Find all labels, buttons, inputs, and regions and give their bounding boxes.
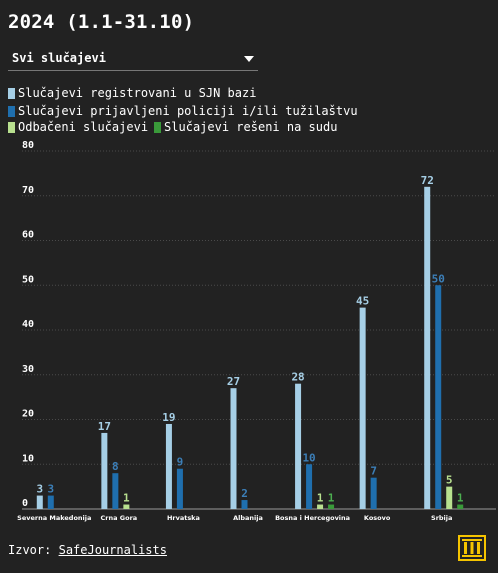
bar	[123, 504, 130, 509]
bar	[370, 477, 377, 509]
bar	[435, 285, 442, 509]
bar-value-label: 1	[123, 492, 130, 505]
y-tick-label: 50	[22, 274, 34, 285]
chart-title: 2024 (1.1-31.10)	[8, 11, 195, 33]
x-tick-label: Srbija	[431, 514, 452, 522]
bar-value-label: 45	[356, 295, 369, 308]
x-tick-label: Kosovo	[364, 514, 391, 522]
chevron-down-icon	[244, 56, 254, 62]
legend-row-2: Slučajevi prijavljeni policiji i/ili tuž…	[8, 104, 364, 118]
bar	[359, 307, 366, 509]
legend-label-reported: Slučajevi prijavljeni policiji i/ili tuž…	[18, 104, 358, 118]
bar	[230, 388, 237, 509]
source-line: Izvor: SafeJournalists	[8, 543, 167, 557]
bar	[36, 495, 43, 509]
legend-swatch-registered	[8, 87, 15, 99]
x-tick-label: Crna Gora	[101, 514, 138, 522]
bar	[446, 486, 453, 509]
bar	[176, 468, 183, 509]
legend-item-dismissed[interactable]: Odbačeni slučajevi	[8, 120, 148, 134]
bar	[424, 186, 431, 510]
legend-item-registered[interactable]: Slučajevi registrovani u SJN bazi	[8, 86, 256, 100]
legend-label-court: Slučajevi rešeni na sudu	[164, 120, 338, 134]
legend-item-court[interactable]: Slučajevi rešeni na sudu	[154, 120, 337, 134]
case-filter-dropdown[interactable]: Svi slučajevi	[8, 48, 258, 71]
bar-value-label: 8	[112, 460, 119, 473]
source-label: Izvor:	[8, 543, 52, 557]
legend-swatch-court	[154, 121, 162, 133]
bar	[328, 504, 335, 509]
bar-value-label: 50	[432, 272, 445, 285]
bar	[165, 423, 172, 509]
bar-value-label: 1	[457, 492, 464, 505]
x-tick-label: Albanija	[233, 514, 263, 522]
y-tick-label: 10	[22, 453, 34, 464]
bar-value-label: 27	[227, 375, 240, 388]
bar-value-label: 17	[98, 420, 111, 433]
legend-row-3: Odbačeni slučajevi Slučajevi rešeni na s…	[8, 120, 343, 134]
y-tick-label: 60	[22, 230, 34, 241]
bar-value-label: 28	[291, 371, 304, 384]
bar	[112, 473, 119, 509]
bar	[101, 432, 108, 509]
bar	[306, 464, 313, 509]
bar-value-label: 3	[36, 483, 43, 496]
bar-value-label: 7	[370, 465, 377, 478]
bar-value-label: 10	[302, 451, 315, 464]
y-tick-label: 0	[22, 498, 28, 509]
x-tick-label: Severna Makedonija	[17, 514, 91, 522]
case-filter-value: Svi slučajevi	[12, 51, 106, 65]
bar-value-label: 9	[177, 456, 184, 469]
bar	[457, 504, 464, 509]
y-tick-label: 70	[22, 185, 34, 196]
legend-swatch-reported	[8, 105, 15, 117]
bar-value-label: 2	[241, 487, 248, 500]
y-tick-label: 30	[22, 364, 34, 375]
legend-item-reported[interactable]: Slučajevi prijavljeni policiji i/ili tuž…	[8, 104, 358, 118]
bar-value-label: 19	[162, 411, 175, 424]
x-tick-label: Bosna i Hercegovina	[275, 514, 350, 522]
bar-value-label: 1	[317, 492, 324, 505]
y-tick-label: 80	[22, 140, 34, 151]
bar	[295, 383, 302, 509]
bar-value-label: 5	[446, 474, 453, 487]
y-tick-label: 40	[22, 319, 34, 330]
legend-label-registered: Slučajevi registrovani u SJN bazi	[18, 86, 257, 100]
source-link[interactable]: SafeJournalists	[58, 543, 167, 557]
legend-row-1: Slučajevi registrovani u SJN bazi	[8, 86, 262, 100]
bar-value-label: 3	[47, 483, 54, 496]
legend-swatch-dismissed	[8, 121, 15, 133]
y-tick-label: 20	[22, 409, 34, 420]
bar	[241, 500, 248, 509]
bar-value-label: 1	[328, 492, 335, 505]
brand-logo-icon	[458, 535, 486, 561]
x-tick-label: Hrvatska	[167, 514, 200, 522]
legend-label-dismissed: Odbačeni slučajevi	[18, 120, 149, 134]
bar-value-label: 72	[421, 174, 434, 187]
bar	[47, 495, 54, 509]
bar	[317, 504, 324, 509]
